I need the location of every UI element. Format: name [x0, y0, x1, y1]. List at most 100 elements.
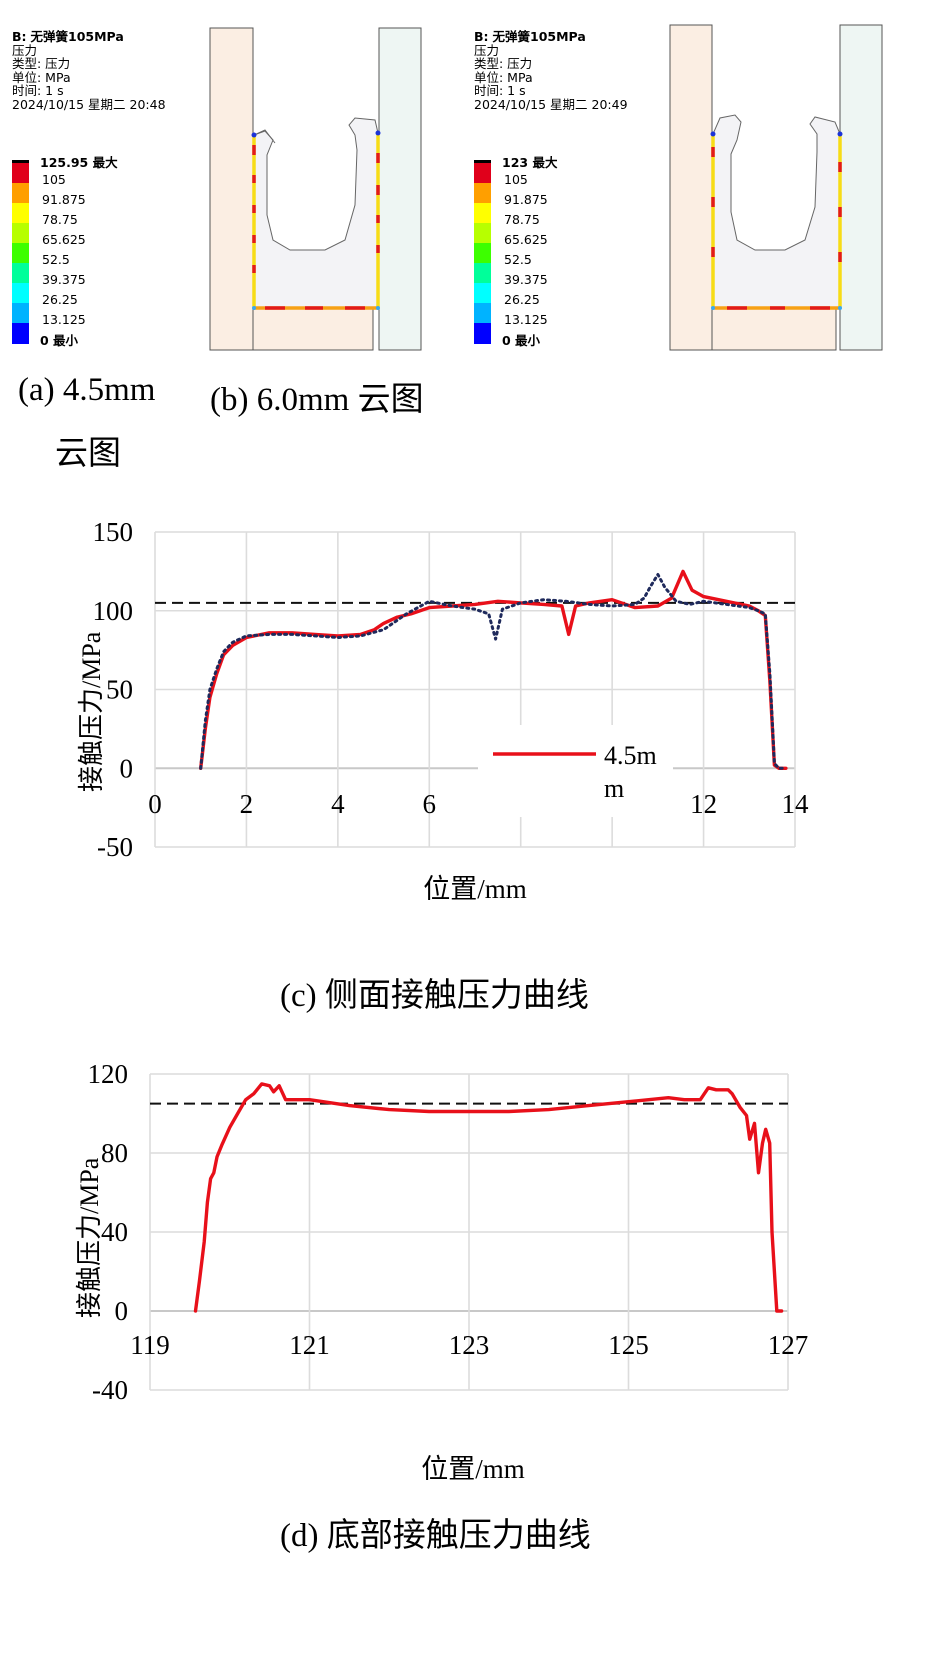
y-tick-label: -40 — [92, 1375, 128, 1405]
scale-tick: 52.5 — [42, 252, 70, 267]
color-scale-a: 125.95 最大 105 91.875 78.75 65.625 52.5 3… — [12, 155, 152, 350]
y-tick-label: -50 — [97, 832, 133, 862]
y-tick-label: 120 — [88, 1059, 129, 1089]
axis-ticks: 150 100 50 0 -50 0 2 4 6 12 14 — [93, 517, 810, 862]
scale-swatch — [474, 263, 491, 284]
scale-tick: 105 — [504, 172, 528, 187]
legend-date: 2024/10/15 星期二 20:48 — [12, 96, 166, 112]
legend-prefix: B: — [474, 29, 489, 44]
x-tick-label: 121 — [289, 1330, 330, 1360]
y-axis-label: 接触压力/MPa — [77, 631, 106, 792]
scale-swatch — [12, 183, 29, 204]
caption-a-cont: 云图 — [55, 436, 121, 472]
scale-swatch — [12, 283, 29, 304]
y-tick-label: 80 — [101, 1138, 128, 1168]
chart-series — [198, 569, 788, 770]
scale-swatch — [12, 163, 29, 184]
legend-unit: 单位: MPa — [12, 69, 71, 85]
legend-time: 时间: 1 s — [474, 83, 526, 98]
scale-max-label: 125.95 最大 — [40, 155, 118, 170]
scale-tick: 13.125 — [42, 312, 86, 327]
scale-swatch — [12, 243, 29, 264]
y-tick-label: 50 — [106, 675, 133, 705]
contour-figure-b — [669, 24, 883, 351]
y-tick-label: 40 — [101, 1217, 128, 1247]
scale-tick: 105 — [42, 172, 66, 187]
scale-swatch — [12, 223, 29, 244]
x-tick-label: 2 — [240, 789, 254, 819]
scale-min-label: 0 最小 — [40, 333, 79, 348]
scale-swatch — [474, 163, 491, 184]
scale-tick: 78.75 — [42, 212, 78, 227]
y-tick-label: 0 — [115, 1296, 129, 1326]
caption-c: (c) 侧面接触压力曲线 — [280, 978, 589, 1014]
scale-tick: 65.625 — [504, 232, 548, 247]
scale-swatch — [474, 323, 491, 344]
legend-box — [478, 725, 673, 817]
x-tick-label: 123 — [449, 1330, 490, 1360]
chart-side-pressure: 接触压力/MPa 位置/mm 4.5m m 150 100 50 0 -50 0 2 4 6 12… — [77, 517, 810, 904]
x-tick-label: 12 — [690, 789, 717, 819]
legend-quantity: 压力 — [12, 42, 38, 58]
y-tick-label: 100 — [93, 596, 134, 626]
scale-tick: 91.875 — [42, 192, 86, 207]
legend-time: 时间: 1 s — [12, 83, 64, 98]
y-axis-label: 接触压力/MPa — [75, 1157, 104, 1318]
x-tick-label: 119 — [130, 1330, 170, 1360]
x-tick-label: 0 — [148, 789, 162, 819]
scale-max-label: 123 最大 — [502, 155, 558, 170]
scale-cap — [12, 160, 29, 163]
contour-figure-a — [209, 27, 422, 351]
scale-swatch — [474, 303, 491, 324]
x-axis-label: 位置/mm — [421, 1454, 525, 1484]
legend-label-line2: m — [604, 774, 624, 803]
series-line-6.0mm — [199, 573, 788, 770]
legend-prefix: B: — [12, 29, 27, 44]
scale-swatch — [12, 263, 29, 284]
scale-swatch — [474, 223, 491, 244]
y-tick-label: 0 — [120, 753, 134, 783]
legend-unit: 单位: MPa — [474, 69, 533, 85]
x-tick-label: 125 — [608, 1330, 649, 1360]
scale-tick: 39.375 — [504, 272, 548, 287]
scale-tick: 52.5 — [504, 252, 532, 267]
legend-block-b: B: 无弹簧105MPa 压力 类型: 压力 单位: MPa 时间: 1 s 2… — [474, 30, 628, 111]
scale-tick: 65.625 — [42, 232, 86, 247]
legend-quantity: 压力 — [474, 42, 500, 58]
legend-type: 类型: 压力 — [12, 56, 71, 71]
scale-swatch — [474, 183, 491, 204]
scale-tick: 13.125 — [504, 312, 548, 327]
scale-tick: 39.375 — [42, 272, 86, 287]
x-axis-label: 位置/mm — [423, 874, 527, 904]
caption-d: (d) 底部接触压力曲线 — [280, 1518, 591, 1554]
color-scale-b: 123 最大 105 91.875 78.75 65.625 52.5 39.3… — [474, 155, 614, 350]
legend-date: 2024/10/15 星期二 20:49 — [474, 96, 628, 112]
scale-swatch — [12, 203, 29, 224]
legend-type: 类型: 压力 — [474, 56, 533, 71]
legend-title: 无弹簧105MPa — [30, 29, 124, 44]
legend-title: 无弹簧105MPa — [492, 29, 586, 44]
chart-grid — [154, 531, 796, 848]
scale-swatch — [12, 323, 29, 344]
scale-min-label: 0 最小 — [502, 333, 541, 348]
x-tick-label: 4 — [331, 789, 345, 819]
scale-swatch — [474, 283, 491, 304]
x-tick-label: 127 — [768, 1330, 809, 1360]
caption-a: (a) 4.5mm — [18, 372, 156, 408]
scale-tick: 91.875 — [504, 192, 548, 207]
x-tick-label: 14 — [782, 789, 810, 819]
series-line-bottom — [193, 1082, 784, 1313]
scale-swatch — [12, 303, 29, 324]
chart-grid — [149, 1073, 789, 1391]
legend-block-a: B: 无弹簧105MPa 压力 类型: 压力 单位: MPa 时间: 1 s 2… — [12, 30, 166, 111]
chart-series — [193, 1082, 784, 1313]
y-tick-label: 150 — [93, 517, 134, 547]
chart-legend: 4.5m m — [478, 725, 673, 817]
scale-tick: 26.25 — [504, 292, 540, 307]
scale-tick: 26.25 — [42, 292, 78, 307]
legend-label-line1: 4.5m — [604, 741, 657, 770]
caption-b: (b) 6.0mm 云图 — [210, 382, 424, 418]
scale-cap — [474, 160, 491, 163]
